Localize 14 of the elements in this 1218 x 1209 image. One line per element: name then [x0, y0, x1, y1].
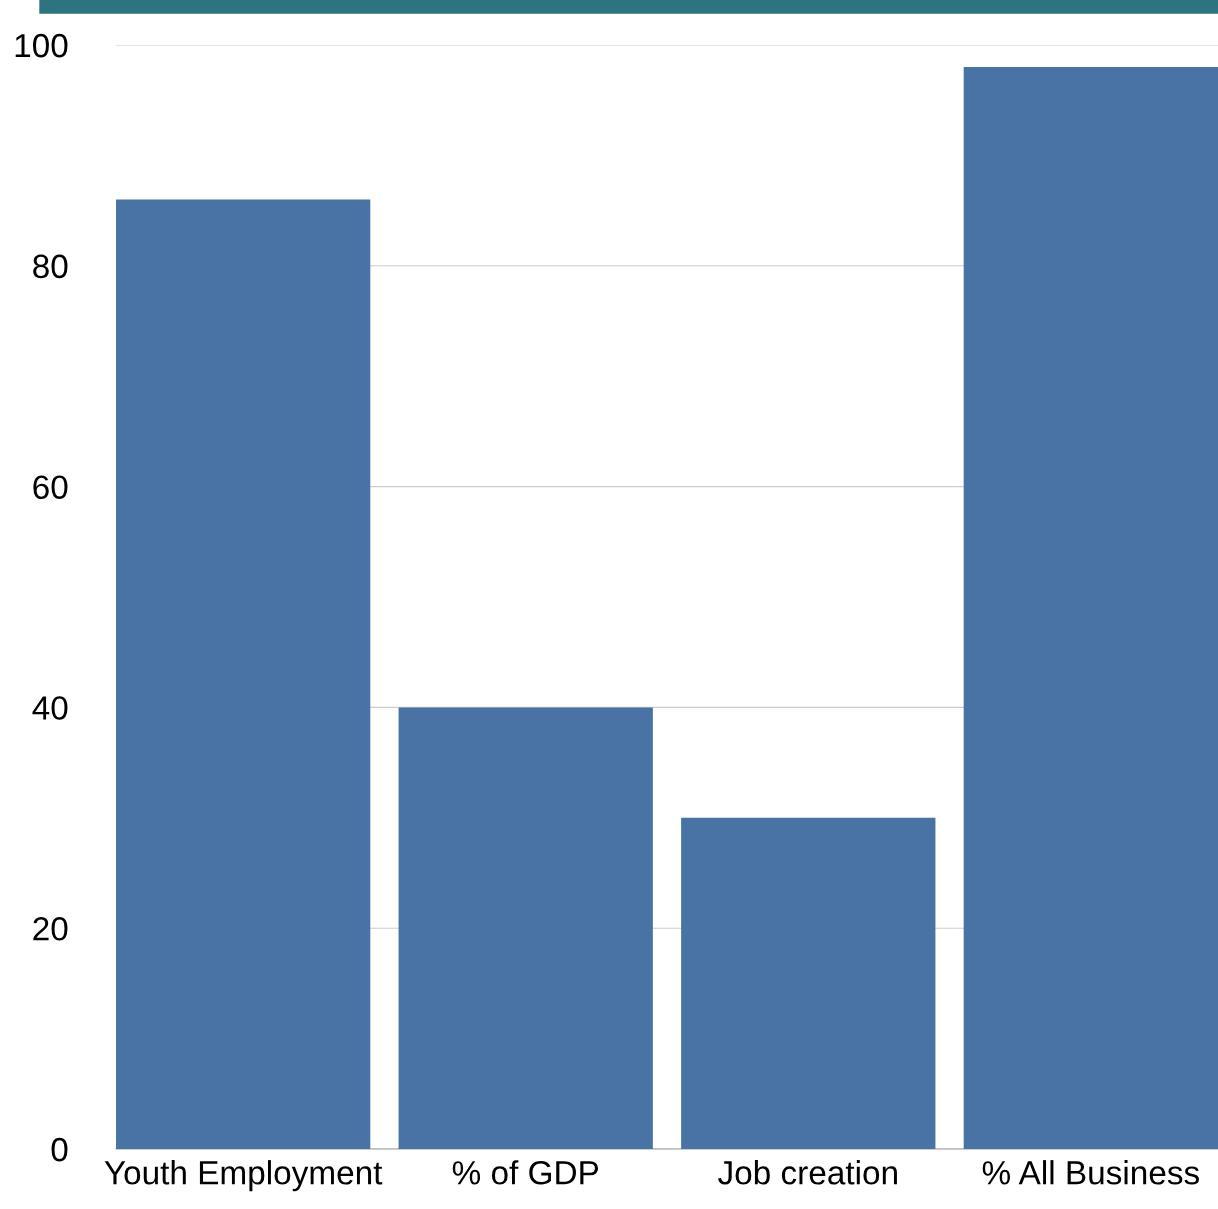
bar [398, 707, 653, 1149]
y-tick-label: 80 [33, 254, 68, 279]
bar [963, 67, 1218, 1149]
x-tick-label: % of GDP [452, 1160, 599, 1185]
x-tick-label: % All Business [982, 1160, 1199, 1185]
y-tick-label: 60 [33, 475, 68, 500]
y-tick-label: 0 [51, 1137, 68, 1162]
y-tick-label: 40 [32, 696, 68, 720]
y-tick-label: 20 [33, 917, 68, 941]
x-tick-label: Youth Employment [104, 1160, 383, 1192]
bar [681, 817, 936, 1149]
x-tick-label: Job creation [718, 1160, 897, 1185]
bar [116, 199, 371, 1149]
y-tick-label: 100 [15, 33, 68, 58]
